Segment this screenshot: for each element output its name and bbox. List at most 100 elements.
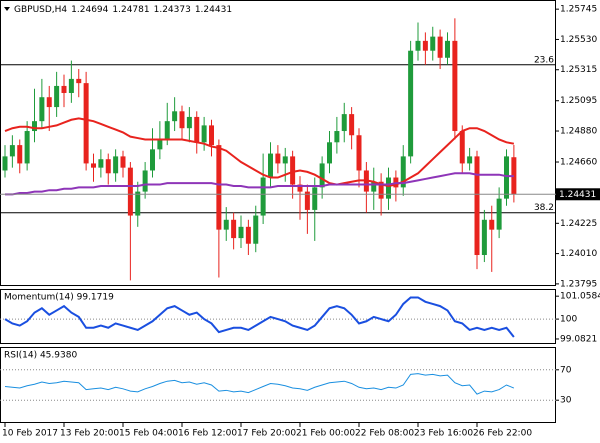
- candle-body: [481, 219, 487, 256]
- candle-body: [297, 184, 303, 192]
- candle-body: [467, 156, 473, 164]
- candle-body: [356, 135, 362, 171]
- y-tick-label: 1.23795: [560, 279, 597, 289]
- candle-body: [282, 156, 288, 164]
- candle-body: [349, 114, 355, 136]
- candle-body: [430, 36, 436, 51]
- y-tick-label: 1.24880: [560, 127, 597, 137]
- candle-body: [54, 85, 60, 108]
- fibo-label: 23.6: [534, 55, 554, 65]
- y-tick-label: 1.25095: [560, 96, 597, 106]
- x-tick-label: 13 Feb 20:00: [60, 429, 119, 439]
- candle-body: [39, 97, 45, 122]
- candle-body: [186, 116, 192, 129]
- candle-body: [216, 145, 222, 230]
- candle-body: [319, 163, 325, 188]
- candle-body: [91, 163, 96, 168]
- candle-body: [268, 153, 273, 178]
- candle-body: [245, 226, 251, 244]
- candle-body: [164, 121, 170, 140]
- candle-body: [415, 40, 421, 51]
- candle-body: [504, 156, 509, 199]
- panel-frame: [0, 289, 556, 344]
- indicator-title: RSI(14) 45.9380: [4, 351, 77, 361]
- candle-body: [386, 177, 391, 199]
- x-tick-label: 16 Feb 12:00: [178, 429, 237, 439]
- y-tick-label: 101.0584: [560, 292, 600, 302]
- candle-body: [334, 131, 340, 143]
- candle-body: [422, 40, 428, 51]
- x-tick-label: 10 Feb 2017: [2, 429, 58, 439]
- candle-body: [260, 177, 266, 216]
- candle-body: [452, 40, 458, 132]
- candle-body: [341, 114, 347, 132]
- candle-body: [327, 142, 332, 164]
- candle-body: [445, 40, 450, 58]
- header-arrow: [4, 7, 10, 11]
- panel-frame: [0, 0, 556, 286]
- symbol: GBPUSD,H4: [14, 5, 67, 15]
- candle-body: [408, 50, 414, 157]
- candle-body: [231, 219, 237, 239]
- x-tick-label: 17 Feb 20:00: [237, 429, 296, 439]
- x-tick-label: 22 Feb 08:00: [355, 429, 414, 439]
- candle-body: [135, 191, 141, 216]
- candle-body: [253, 215, 259, 244]
- x-tick-label: 26 Feb 22:00: [473, 429, 532, 439]
- candle-body: [459, 131, 465, 164]
- candle-body: [312, 187, 318, 210]
- candle-body: [437, 36, 443, 58]
- candle-body: [150, 149, 155, 171]
- candle-body: [223, 219, 229, 230]
- candle-body: [17, 145, 23, 164]
- header-value: 1.24694: [71, 5, 108, 15]
- candle-body: [105, 159, 111, 174]
- candle-body: [9, 145, 15, 157]
- candle-body: [209, 125, 214, 146]
- candle-body: [46, 97, 52, 108]
- y-tick-label: 1.24225: [560, 219, 597, 229]
- candle-body: [2, 156, 8, 171]
- candle-body: [194, 116, 200, 143]
- candle-body: [68, 78, 74, 93]
- candle-body: [290, 156, 296, 185]
- last-price-label: 1.24431: [559, 190, 596, 200]
- y-tick-label: 1.24010: [560, 249, 597, 259]
- candle-body: [400, 156, 406, 188]
- candle-body: [76, 78, 82, 84]
- fibo-label: 38.2: [534, 203, 554, 213]
- candle-body: [496, 198, 502, 230]
- candle-body: [157, 139, 163, 150]
- candle-body: [83, 83, 89, 164]
- moving-average: [4, 117, 515, 187]
- y-tick-label: 70: [560, 365, 572, 375]
- candle-body: [113, 156, 119, 174]
- panel-frame: [0, 347, 556, 423]
- candle-body: [32, 121, 37, 132]
- y-tick-label: 99.0821: [560, 334, 597, 344]
- y-tick-label: 1.24660: [560, 158, 597, 168]
- y-tick-label: 1.25745: [560, 5, 597, 15]
- candle-body: [179, 111, 185, 129]
- candle-body: [489, 219, 495, 230]
- indicator-line: [4, 296, 515, 338]
- y-tick-label: 30: [560, 396, 572, 406]
- candle-body: [142, 170, 148, 192]
- x-tick-label: 23 Feb 16:00: [414, 429, 473, 439]
- candle-body: [201, 125, 207, 143]
- indicator-line: [4, 373, 515, 395]
- candle-body: [371, 181, 377, 192]
- candle-body: [238, 226, 244, 239]
- y-tick-label: 100: [560, 315, 577, 325]
- candle-body: [61, 85, 67, 93]
- last-price-box: [556, 188, 600, 201]
- y-tick-label: 1.25315: [560, 65, 597, 75]
- header-value: 1.24431: [195, 5, 232, 15]
- candle-body: [304, 191, 310, 210]
- header-value: 1.24373: [154, 5, 191, 15]
- chart-header: GBPUSD,H4 1.24694 1.24781 1.24373 1.24431: [14, 5, 232, 15]
- candle-body: [474, 156, 480, 256]
- candle-body: [172, 111, 178, 122]
- indicator-title: Momentum(14) 99.1719: [4, 293, 114, 303]
